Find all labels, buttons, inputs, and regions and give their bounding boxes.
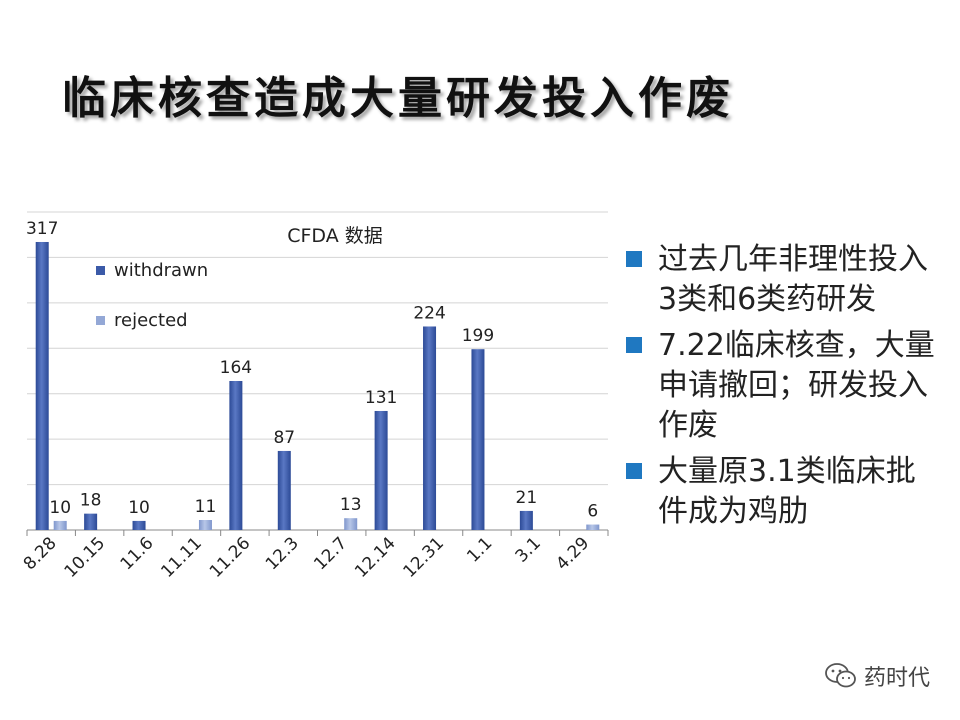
tick-label: 12.7 (310, 533, 351, 574)
tick-label: 12.3 (262, 533, 303, 574)
data-label: 13 (340, 495, 362, 515)
gridlines (27, 211, 608, 531)
bar-rejected (53, 520, 67, 530)
bullet-item: 过去几年非理性投入3类和6类药研发 (624, 240, 944, 320)
data-label: 199 (462, 326, 494, 346)
bar-withdrawn (374, 410, 388, 530)
tick-label: 4.29 (552, 533, 593, 574)
wechat-icon (825, 663, 856, 688)
tick-label: 11.6 (117, 533, 158, 574)
data-label: 131 (365, 388, 397, 408)
bar-withdrawn (84, 513, 98, 530)
bullet-square-icon (626, 337, 642, 353)
data-label: 21 (516, 488, 538, 508)
tick-label: 11.11 (157, 533, 206, 582)
bullet-list: 过去几年非理性投入3类和6类药研发 7.22临床核查，大量申请撤回；研发投入作废… (624, 240, 944, 538)
bullet-item: 7.22临床核查，大量申请撤回；研发投入作废 (624, 326, 944, 446)
bar-withdrawn (519, 510, 533, 530)
legend: withdrawn rejected (96, 260, 208, 331)
legend-swatch (96, 266, 105, 275)
bullet-square-icon (626, 251, 642, 267)
data-label: 6 (587, 502, 598, 522)
tick-label: 12.31 (400, 533, 449, 582)
data-label: 87 (273, 428, 295, 448)
chart-title: CFDA 数据 (287, 225, 383, 247)
tick-label: 10.15 (61, 533, 110, 582)
bar-rejected (586, 524, 600, 530)
data-label: 164 (220, 358, 252, 378)
data-label: 10 (49, 498, 71, 518)
data-label: 10 (128, 498, 150, 518)
x-axis: 8.28 10.15 11.6 11.11 11.26 12.3 12.7 12.14 12.3… (20, 530, 609, 582)
bullet-item: 大量原3.1类临床批件成为鸡肋 (624, 452, 944, 532)
page-title: 临床核查造成大量研发投入作废 (62, 73, 734, 124)
bar-rejected (198, 520, 212, 530)
legend-swatch (96, 316, 105, 325)
data-label: 18 (80, 491, 102, 511)
bar-withdrawn (423, 326, 437, 530)
bar-chart: 317 10 18 10 11 164 87 13 131 224 199 21 6 8.28 10.15… (20, 211, 609, 582)
data-label: 224 (413, 303, 445, 323)
legend-label: rejected (114, 310, 188, 331)
bar-withdrawn (277, 450, 291, 530)
bar-withdrawn (132, 520, 146, 530)
data-labels: 317 10 18 10 11 164 87 13 131 224 199 21 6 (26, 219, 598, 522)
watermark: 药时代 (824, 660, 930, 692)
bar-withdrawn (471, 349, 485, 530)
tick-label: 8.28 (20, 533, 61, 574)
tick-label: 11.26 (206, 533, 255, 582)
bar-withdrawn (35, 241, 49, 530)
bars (35, 241, 600, 530)
data-label: 11 (195, 497, 217, 517)
bullet-square-icon (626, 463, 642, 479)
legend-label: withdrawn (114, 260, 208, 281)
bar-rejected (344, 518, 358, 530)
tick-label: 3.1 (512, 533, 545, 566)
watermark-text: 药时代 (863, 666, 930, 691)
tick-label: 1.1 (463, 533, 496, 566)
data-label: 317 (26, 219, 58, 239)
bar-withdrawn (229, 380, 243, 530)
tick-label: 12.14 (351, 533, 400, 582)
